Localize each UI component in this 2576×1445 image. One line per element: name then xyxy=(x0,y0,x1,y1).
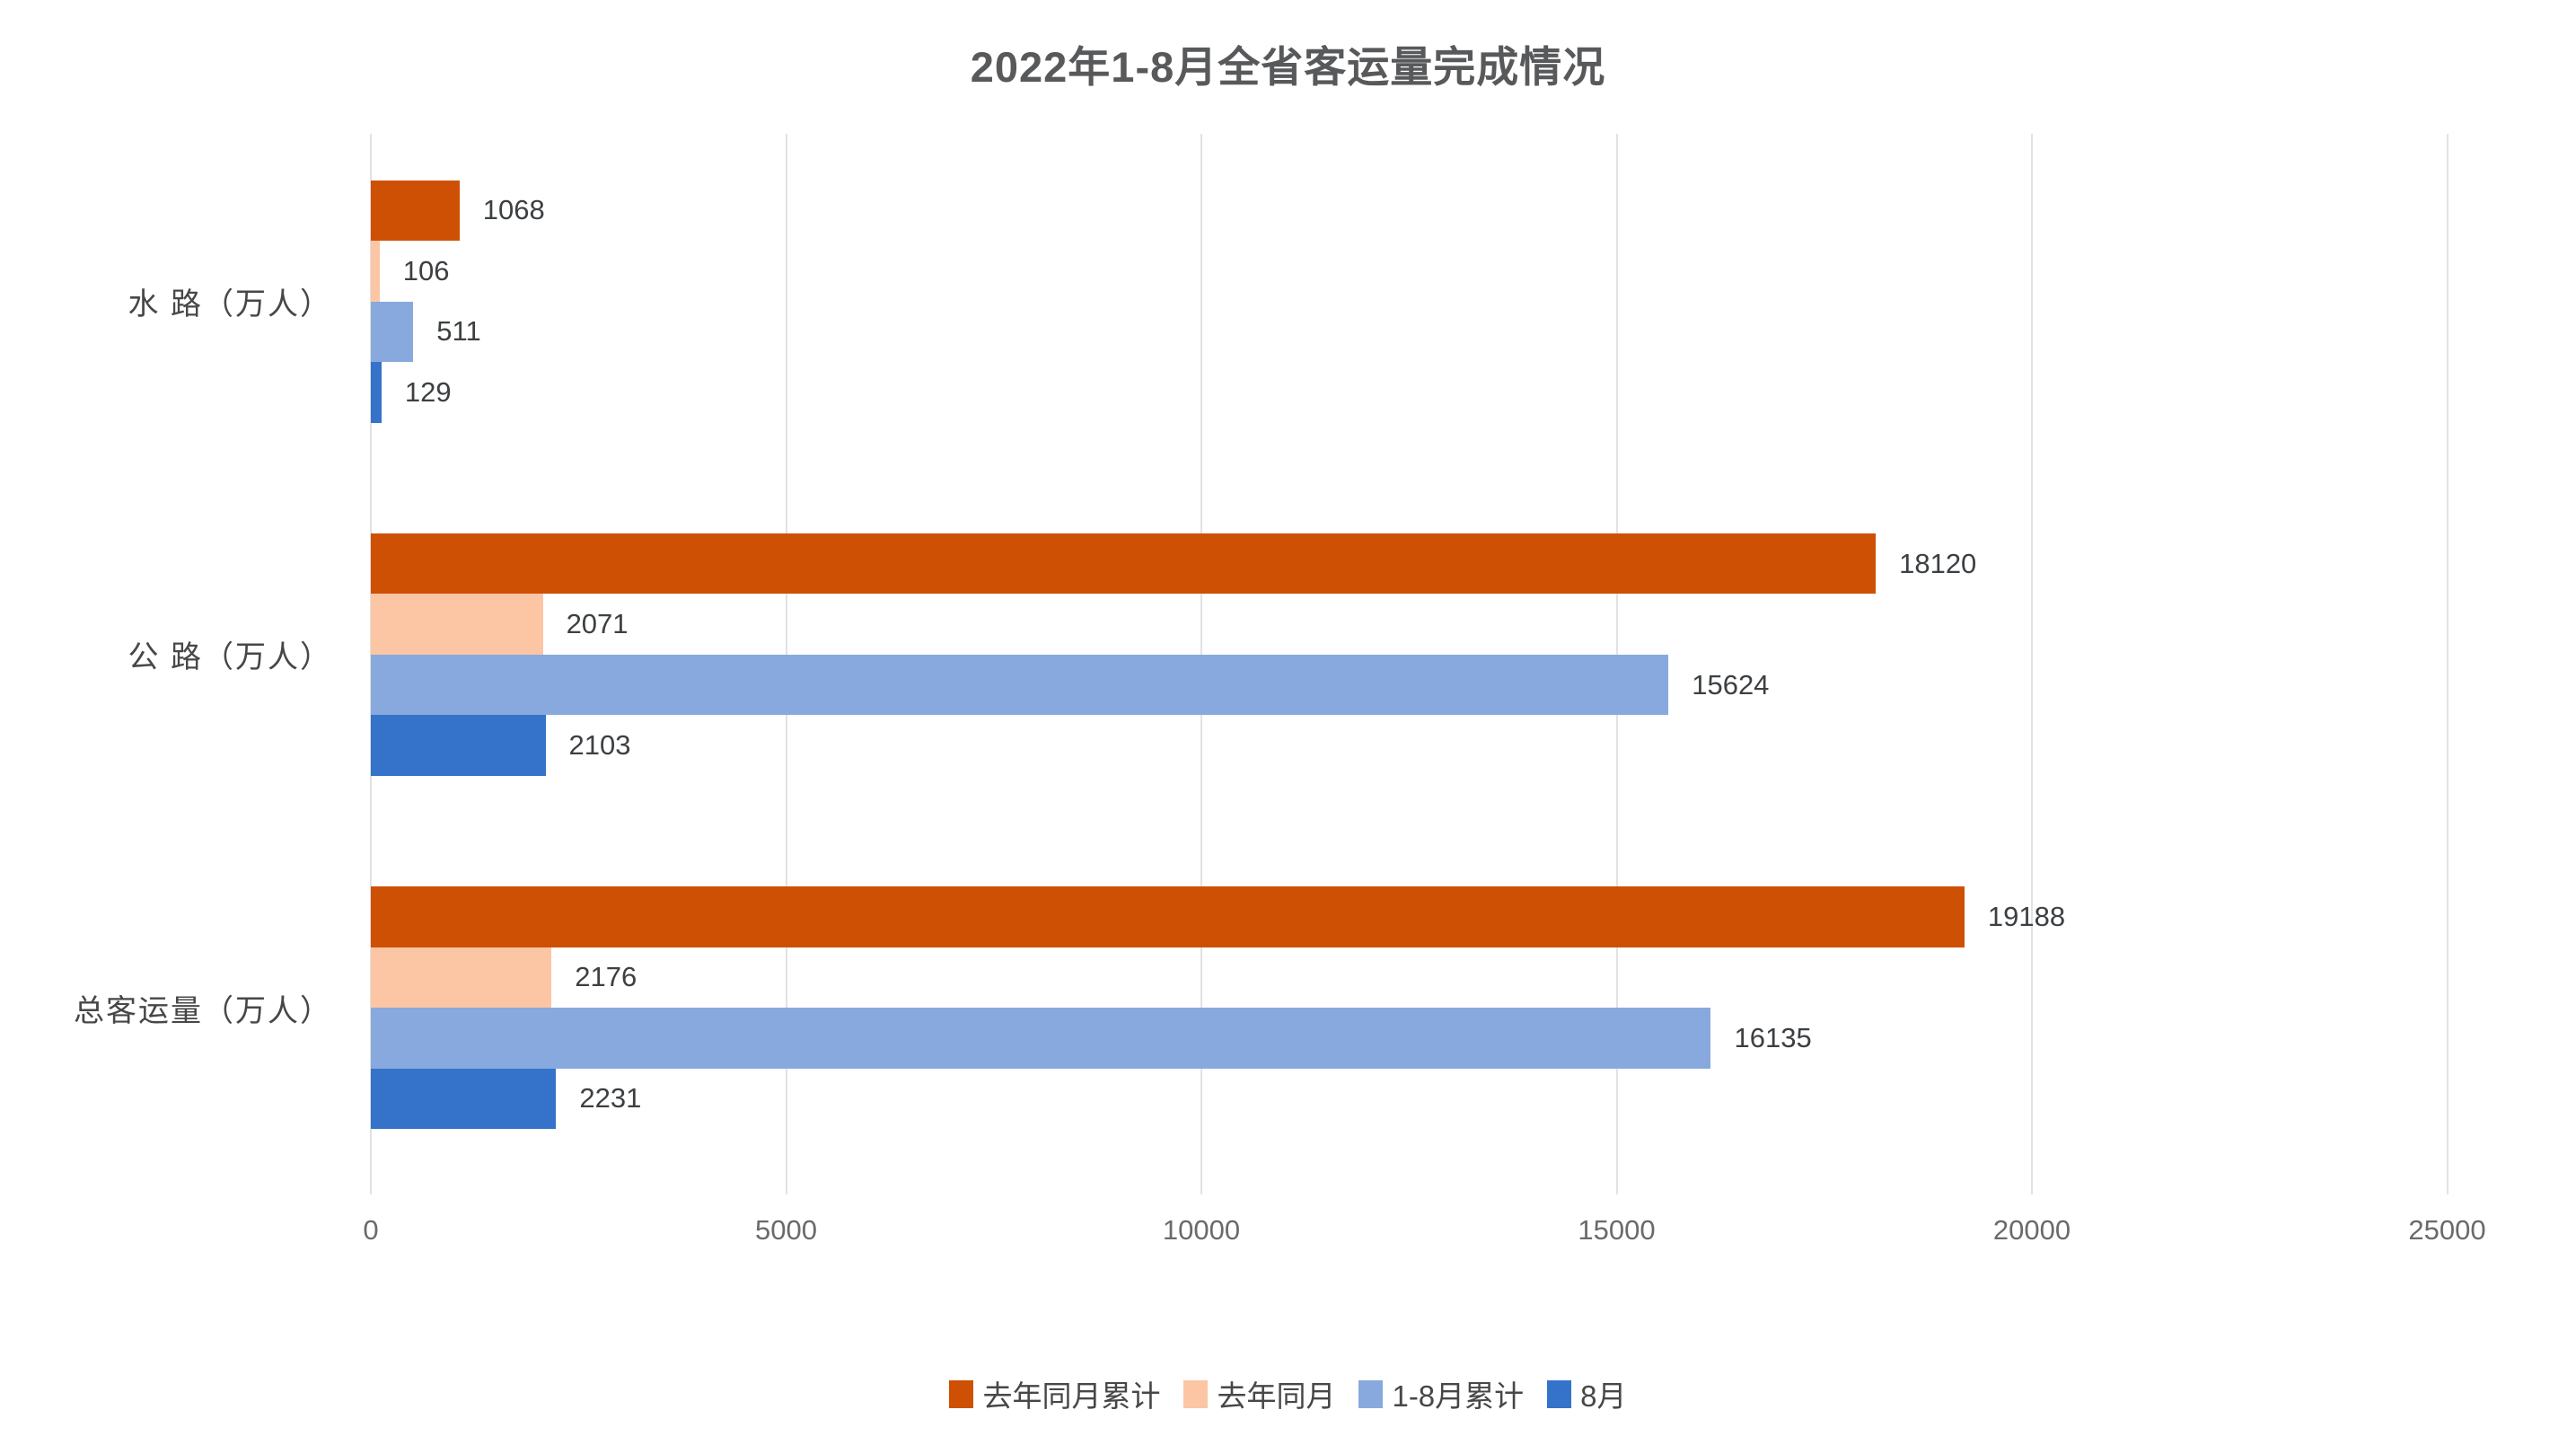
bar-value-label: 2071 xyxy=(566,608,629,640)
category-label: 水 路（万人） xyxy=(127,287,332,322)
legend-item: 去年同月 xyxy=(1183,1372,1335,1415)
bar xyxy=(371,180,460,241)
bar-value-label: 129 xyxy=(404,375,452,408)
gridline xyxy=(2446,134,2449,1194)
legend-label: 去年同月 xyxy=(1217,1379,1336,1413)
bar-value-label: 15624 xyxy=(1692,668,1770,700)
category-label: 公 路（万人） xyxy=(127,640,332,675)
legend-label: 1-8月累计 xyxy=(1392,1379,1525,1413)
gridline xyxy=(2031,134,2033,1194)
x-axis-tick-label: 25000 xyxy=(2408,1214,2486,1246)
bar xyxy=(371,241,380,302)
bar xyxy=(371,301,414,362)
legend-label: 去年同月累计 xyxy=(982,1379,1161,1413)
bar-value-label: 2231 xyxy=(579,1082,642,1115)
bar xyxy=(371,715,546,776)
bar-value-label: 106 xyxy=(402,254,450,286)
bar xyxy=(371,947,552,1009)
x-axis-tick-label: 0 xyxy=(363,1214,379,1246)
legend-label: 8月 xyxy=(1580,1379,1627,1413)
legend-swatch xyxy=(1358,1379,1384,1408)
bar-value-label: 1068 xyxy=(482,194,545,226)
bar xyxy=(371,654,1669,716)
legend: 去年同月累计 去年同月 1-8月累计 8月 xyxy=(0,1372,2576,1415)
bar xyxy=(371,533,1877,595)
bar xyxy=(371,1068,557,1130)
bar-value-label: 16135 xyxy=(1734,1021,1812,1053)
legend-item: 8月 xyxy=(1547,1372,1627,1415)
legend-item: 1-8月累计 xyxy=(1358,1372,1524,1415)
bar-value-label: 18120 xyxy=(1899,547,1977,579)
category-label: 总客运量（万人） xyxy=(74,993,332,1028)
legend-swatch xyxy=(1547,1379,1572,1408)
bar xyxy=(371,886,1965,947)
legend-swatch xyxy=(949,1379,974,1408)
x-axis-tick-label: 5000 xyxy=(755,1214,817,1246)
bar-value-label: 2103 xyxy=(568,729,631,762)
bar xyxy=(371,362,382,423)
bar xyxy=(371,594,543,655)
x-axis-tick-label: 10000 xyxy=(1162,1214,1241,1246)
bar-value-label: 2176 xyxy=(575,961,637,993)
bar-value-label: 511 xyxy=(436,315,481,348)
legend-swatch xyxy=(1183,1379,1209,1408)
bar-value-label: 19188 xyxy=(1987,900,2066,932)
bar xyxy=(371,1008,1711,1069)
chart-title: 2022年1-8月全省客运量完成情况 xyxy=(970,43,1606,91)
legend-item: 去年同月累计 xyxy=(949,1372,1160,1415)
x-axis-tick-label: 20000 xyxy=(1992,1214,2071,1246)
x-axis-tick-label: 15000 xyxy=(1578,1214,1656,1246)
